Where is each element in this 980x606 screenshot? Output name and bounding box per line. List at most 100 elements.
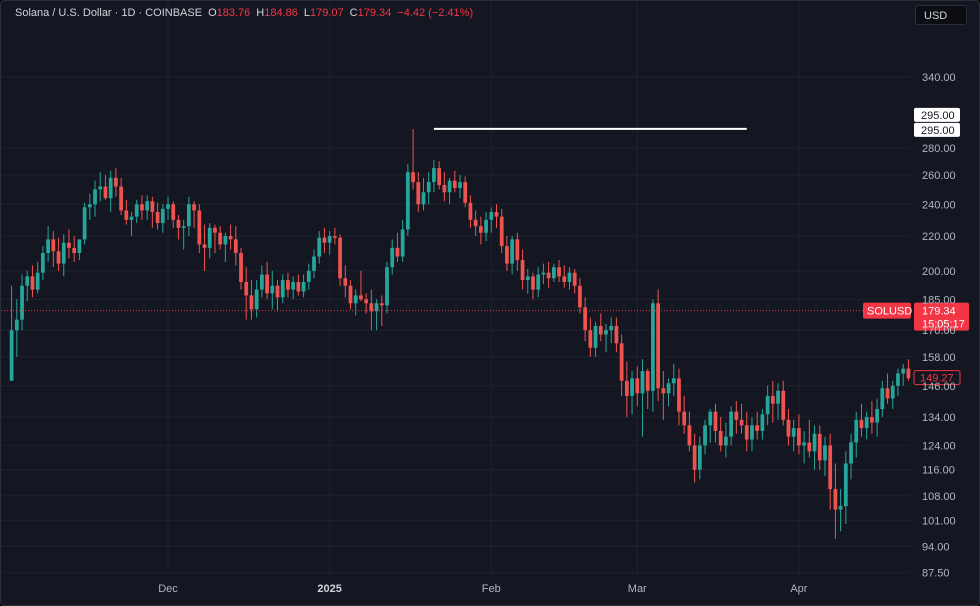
ma-value-tag — [913, 370, 961, 386]
candle-body — [77, 239, 82, 254]
candle-body — [890, 385, 895, 399]
candle-body — [536, 274, 541, 290]
candle-body — [713, 411, 718, 431]
y-tick-label: 94.00 — [922, 542, 950, 554]
candle-body — [93, 189, 97, 205]
y-tick-label: 260.00 — [922, 170, 956, 182]
candle-body — [20, 285, 24, 320]
candle-body — [786, 419, 791, 437]
candle-body — [562, 276, 567, 282]
candle-body — [442, 185, 447, 193]
symbol-label: Solana / U.S. Dollar · 1D · COINBASE — [15, 7, 203, 19]
low-value: 179.07 — [310, 7, 344, 19]
candle-body — [843, 463, 848, 507]
candle-body — [802, 442, 806, 446]
candle-body — [520, 260, 525, 281]
candle-body — [56, 251, 61, 264]
candle-body — [901, 368, 906, 374]
currency-button[interactable]: USD — [915, 5, 967, 25]
candle-body — [718, 430, 723, 446]
candle-body — [515, 239, 520, 261]
candle-body — [171, 204, 176, 220]
candle-body — [98, 186, 103, 190]
candle-body — [797, 428, 801, 446]
y-tick-label: 220.00 — [922, 231, 956, 243]
candle-body — [239, 253, 243, 282]
last-price-tag-bg — [914, 302, 969, 331]
candle-body — [833, 489, 838, 510]
candle-body — [9, 330, 14, 381]
candle-body — [661, 388, 666, 394]
candle-body — [155, 211, 160, 224]
candle-body — [744, 425, 749, 440]
candle-body — [546, 272, 551, 279]
open-label: O — [208, 7, 217, 19]
x-tick-label: Dec — [158, 583, 178, 595]
candle-body — [254, 289, 259, 310]
high-label: H — [256, 7, 265, 19]
candle-body — [166, 204, 170, 209]
candle-body — [411, 172, 415, 183]
candle-body — [687, 425, 692, 446]
candle-body — [838, 506, 843, 510]
y-tick-label: 340.00 — [922, 72, 956, 84]
candle-body — [265, 274, 269, 294]
candle-body — [572, 272, 577, 286]
candle-body — [478, 226, 483, 233]
candle-body — [213, 227, 217, 233]
candle-body — [614, 325, 619, 344]
candle-body — [875, 408, 879, 423]
candle-body — [160, 208, 165, 224]
candle-body — [473, 219, 478, 227]
candle-body — [426, 182, 431, 193]
ray-price-label: 295.00 — [921, 110, 955, 122]
candle-body — [207, 227, 212, 248]
candle-body — [67, 242, 71, 248]
candle-body — [859, 419, 864, 429]
candle-body — [452, 180, 457, 188]
candle-body — [46, 239, 50, 254]
candle-body — [870, 417, 874, 423]
candle-body — [729, 411, 733, 437]
candle-body — [301, 281, 306, 292]
candle-body — [781, 390, 786, 420]
close-value: 179.34 — [357, 7, 392, 19]
x-tick-label: Mar — [628, 583, 647, 595]
candle-body — [244, 281, 249, 296]
candle-body — [551, 267, 556, 279]
candle-body — [880, 388, 885, 409]
candle-body — [150, 201, 155, 212]
candle-body — [124, 210, 129, 220]
candle-body — [291, 281, 296, 290]
candle-body — [119, 186, 123, 211]
candle-body — [828, 445, 833, 490]
y-tick-label: 185.00 — [922, 294, 956, 306]
candle-body — [666, 383, 671, 394]
candle-body — [609, 325, 614, 331]
candle-body — [259, 274, 264, 290]
candle-body — [359, 295, 363, 300]
candle-body — [567, 272, 572, 282]
candle-body — [432, 168, 436, 183]
candle-body — [588, 330, 593, 348]
low-label: L — [303, 7, 311, 19]
candle-body — [87, 204, 92, 208]
candle-body — [35, 272, 40, 290]
candle-body — [202, 244, 207, 248]
candle-body — [280, 280, 285, 298]
candle-body — [72, 247, 77, 254]
y-tick-label: 134.00 — [922, 412, 956, 424]
candle-body — [332, 236, 337, 238]
candle-body — [176, 219, 181, 228]
candle-body — [421, 192, 426, 205]
candle-body — [734, 411, 739, 420]
x-tick-label: Apr — [790, 583, 807, 595]
candle-body — [61, 242, 66, 264]
candle-body — [671, 378, 676, 384]
candle-body — [275, 285, 280, 298]
candle-body — [791, 428, 796, 437]
candle-body — [134, 204, 139, 217]
candle-body — [864, 417, 869, 429]
candle-body — [270, 285, 275, 294]
